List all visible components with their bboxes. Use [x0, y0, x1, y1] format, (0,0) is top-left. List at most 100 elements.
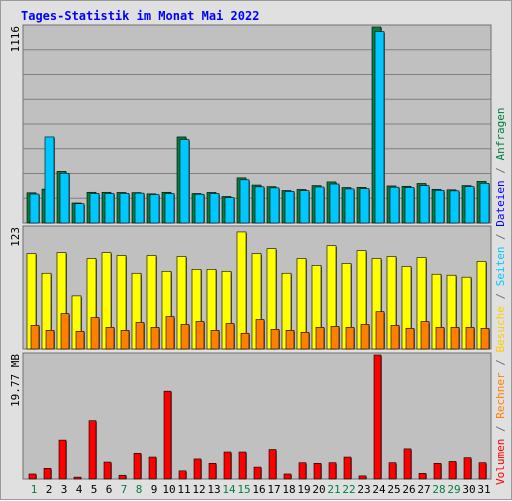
day-label-12: 12 [192, 483, 205, 496]
bar-volumen-day-12 [193, 458, 202, 480]
bar-volumen-day-5 [88, 420, 97, 480]
bar-volumen-day-15 [238, 451, 247, 480]
bar-volumen-day-28 [433, 463, 442, 480]
day-label-13: 13 [207, 483, 220, 496]
bar-rechner-day-29 [450, 327, 460, 350]
bar-volumen-day-17 [268, 449, 277, 480]
bar-seiten-day-15 [239, 179, 250, 224]
bar-rechner-day-25 [390, 325, 400, 350]
bar-rechner-day-5 [90, 317, 100, 350]
bar-seiten-day-24 [374, 31, 385, 224]
bar-seiten-day-7 [119, 193, 130, 224]
bar-seiten-day-22 [344, 188, 355, 224]
bar-rechner-day-23 [360, 324, 370, 350]
legend-item: Volumen [494, 439, 507, 485]
bar-volumen-day-22 [343, 456, 352, 480]
day-label-8: 8 [136, 483, 143, 496]
day-label-22: 22 [342, 483, 355, 496]
legend: Volumen / Rechner / Besuche / Seiten / D… [494, 107, 507, 485]
bar-volumen-day-30 [463, 457, 472, 480]
bar-seiten-day-20 [314, 186, 325, 224]
bar-volumen-day-14 [223, 451, 232, 480]
day-label-23: 23 [357, 483, 370, 496]
bar-seiten-day-10 [164, 193, 175, 224]
day-label-26: 26 [402, 483, 415, 496]
bar-seiten-day-3 [59, 172, 70, 224]
legend-item: Besuche [494, 306, 507, 359]
bar-volumen-day-3 [58, 439, 67, 480]
bar-volumen-day-7 [118, 474, 127, 480]
bar-seiten-day-2 [44, 136, 55, 224]
legend-item: Rechner [494, 372, 507, 425]
chart-title: Tages-Statistik im Monat Mai 2022 [21, 9, 259, 23]
day-label-4: 4 [76, 483, 83, 496]
bar-rechner-day-19 [300, 331, 310, 350]
bar-seiten-day-6 [104, 193, 115, 224]
day-label-11: 11 [177, 483, 190, 496]
bar-seiten-day-12 [194, 193, 205, 224]
day-label-6: 6 [106, 483, 113, 496]
day-label-14: 14 [222, 483, 236, 496]
day-label-20: 20 [312, 483, 325, 496]
bar-rechner-day-1 [30, 325, 40, 350]
bar-seiten-day-28 [434, 190, 445, 224]
bar-seiten-day-26 [404, 187, 415, 224]
day-label-24: 24 [372, 483, 386, 496]
bar-rechner-day-6 [105, 327, 115, 350]
y-max-label: 1116 [9, 26, 22, 53]
day-label-7: 7 [121, 483, 128, 496]
bar-rechner-day-24 [375, 311, 385, 350]
bar-volumen-day-21 [328, 462, 337, 480]
bar-rechner-day-27 [420, 321, 430, 350]
bar-rechner-day-7 [120, 330, 130, 350]
legend-item: Seiten [494, 247, 507, 293]
bar-seiten-day-8 [134, 192, 145, 224]
bar-rechner-day-20 [315, 327, 325, 350]
bar-seiten-day-17 [269, 187, 280, 224]
bar-rechner-day-9 [150, 327, 160, 350]
bar-seiten-day-4 [74, 203, 85, 224]
day-label-15: 15 [237, 483, 250, 496]
bar-volumen-day-19 [298, 462, 307, 480]
bar-volumen-day-13 [208, 463, 217, 480]
bar-rechner-day-30 [465, 327, 475, 350]
legend-item: / [494, 167, 507, 180]
bar-volumen-day-8 [133, 452, 142, 480]
bar-seiten-day-11 [179, 139, 190, 224]
bar-rechner-day-16 [255, 319, 265, 350]
bar-seiten-day-25 [389, 186, 400, 224]
bar-seiten-day-18 [284, 191, 295, 224]
day-label-3: 3 [61, 483, 68, 496]
day-label-18: 18 [282, 483, 295, 496]
plot-area [22, 352, 492, 480]
bar-seiten-day-31 [479, 183, 490, 224]
day-label-31: 31 [477, 483, 490, 496]
bar-seiten-day-13 [209, 193, 220, 224]
bar-volumen-day-16 [253, 466, 262, 480]
bar-volumen-day-29 [448, 461, 457, 480]
chart-panels: 1116 123 19.77 MB [9, 24, 492, 480]
day-label-21: 21 [327, 483, 340, 496]
day-label-5: 5 [91, 483, 98, 496]
bar-volumen-day-2 [43, 468, 52, 480]
bar-rechner-day-21 [330, 326, 340, 350]
bar-rechner-day-12 [195, 321, 205, 350]
day-label-17: 17 [267, 483, 280, 496]
bar-volumen-day-24 [373, 354, 382, 480]
bar-seiten-day-16 [254, 186, 265, 224]
day-label-25: 25 [387, 483, 400, 496]
legend-item: / [494, 359, 507, 372]
panel-top: 1116 [9, 24, 492, 224]
bar-seiten-day-5 [89, 193, 100, 224]
bar-seiten-day-9 [149, 194, 160, 224]
bar-rechner-day-18 [285, 330, 295, 350]
bar-rechner-day-11 [180, 324, 190, 350]
day-label-1: 1 [31, 483, 38, 496]
y-max-label: 123 [9, 227, 22, 247]
bar-volumen-day-4 [73, 476, 82, 480]
bar-volumen-day-9 [148, 456, 157, 480]
legend-item: / [494, 233, 507, 246]
bar-rechner-day-28 [435, 327, 445, 350]
